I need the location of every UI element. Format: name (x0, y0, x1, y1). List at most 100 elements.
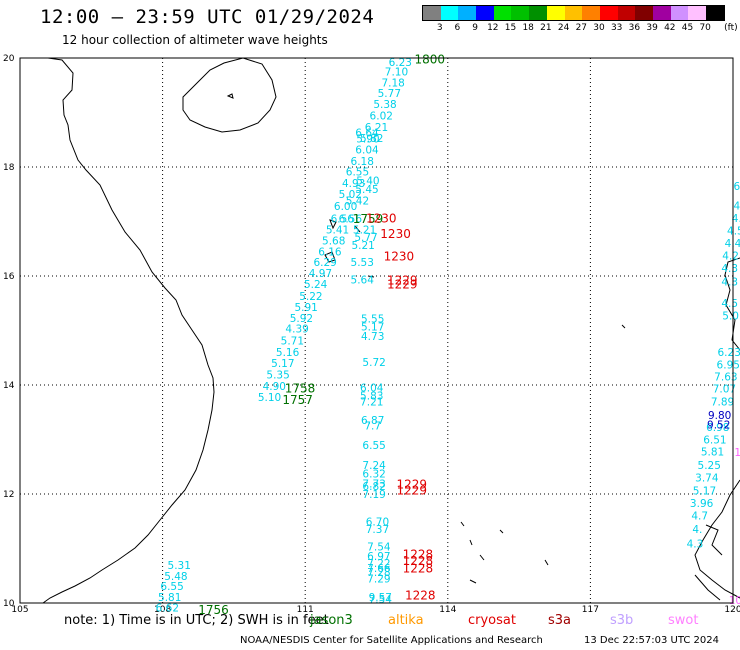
lat-tick-label: 14 (3, 381, 15, 391)
color-legend: 3 6 9 12 15 18 21 24 27 30 33 36 39 42 45 70 (ft) (422, 5, 738, 35)
legend-unit: (ft) (724, 23, 738, 33)
legend-swatch (546, 6, 565, 20)
wave-height-label: 5.71 (281, 336, 304, 348)
wave-height-label: 5.21 (351, 240, 374, 252)
map-frame (19, 57, 734, 604)
wave-height-label: 5.38 (373, 99, 396, 111)
legend-bin-label: 30 (593, 23, 605, 33)
lat-tick-label: 16 (3, 272, 15, 282)
wave-height-label: 4.4 (725, 238, 740, 250)
pass-time-label: 1800 (415, 52, 446, 66)
wave-height-label: 5.82 (360, 133, 383, 145)
wave-height-label: 6.00 (334, 201, 357, 213)
mission-label-altika: altika (388, 613, 424, 628)
pass-time-label: 1228 (403, 547, 434, 561)
wave-height-label: 6.95 (717, 360, 740, 372)
wave-height-label: 6.02 (370, 111, 393, 123)
legend-bin-label: 27 (575, 23, 588, 33)
wave-height-label: 5.40 (356, 175, 379, 187)
wave-height-label: 5.81 (158, 592, 181, 604)
pass-time-label: 1229 (387, 278, 418, 292)
wave-height-label: 1 (734, 447, 740, 459)
wave-height-label: 5.35 (266, 369, 289, 381)
wave-height-label: 6.23 (718, 347, 740, 359)
wave-height-label: 4. (732, 213, 740, 225)
wave-height-label: 9.80 (708, 410, 731, 422)
wave-height-label: 9.52 (707, 420, 730, 432)
lon-tick-label: 120 (724, 605, 740, 615)
wave-height-label: 4.97 (309, 268, 332, 280)
wave-height-label: 5.21 (353, 224, 376, 236)
legend-bin-label: 70 (699, 23, 711, 33)
wave-height-label: 3.96 (690, 498, 714, 510)
legend-swatch (582, 6, 600, 20)
pass-time-labels: 1800175912301230123012291229175817571229… (198, 52, 445, 616)
wave-height-label: 7.54 (367, 542, 391, 554)
wave-height-label: 5.77 (378, 88, 401, 100)
wave-height-label: 6.51 (703, 434, 726, 446)
wave-height-label: 6.29 (313, 257, 336, 269)
wave-height-label: 5.17 (271, 358, 294, 370)
wave-height-label: 5.72 (362, 357, 385, 369)
wave-height-label: 5.02 (339, 189, 362, 201)
wave-height-label: 4.93 (342, 178, 365, 190)
legend-bin-label: 24 (557, 23, 570, 33)
page-subtitle: 12 hour collection of altimeter wave hei… (62, 33, 328, 47)
lon-tick-label: 117 (582, 605, 599, 615)
wave-height-label: 4.7 (691, 511, 708, 523)
pass-time-label: 1229 (396, 484, 427, 498)
legend-swatch (423, 6, 441, 20)
mission-label-s3b: s3b (610, 613, 634, 628)
wave-height-label: 7.63 (714, 372, 737, 384)
wave-height-label: 7.7 (364, 421, 381, 433)
wave-height-label: 7.07 (713, 384, 736, 396)
legend-bin-label: 18 (522, 23, 534, 33)
legend-bin-label: 33 (610, 23, 623, 33)
footer-timestamp: 13 Dec 22:57:03 UTC 2024 (584, 635, 719, 646)
wave-height-label: 6.32 (362, 469, 385, 481)
lat-tick-label: 18 (3, 163, 15, 173)
lat-tick-label: 20 (3, 54, 15, 64)
wave-height-label: 7.21 (360, 397, 383, 409)
legend-swatch (652, 6, 671, 20)
wave-height-label: 7.66 (367, 563, 391, 575)
footnote-note: note: 1) Time is in UTC; 2) SWH is in fe… (64, 613, 329, 628)
wave-height-label: 5.48 (164, 571, 187, 583)
wave-height-label: 5.41 (326, 224, 349, 236)
wave-height-label: 7.89 (711, 397, 734, 409)
lat-tick-label: 10 (3, 599, 15, 609)
legend-swatch (688, 6, 706, 20)
legend-swatch (511, 6, 530, 20)
wave-height-label: 4 (733, 201, 740, 213)
legend-swatch (635, 6, 653, 20)
wave-height-label: 6.18 (351, 156, 374, 168)
wave-height-label: 6.62 (156, 603, 179, 615)
wave-height-label: 7.24 (362, 460, 386, 472)
mission-label-swot: swot (668, 613, 699, 628)
mission-label-s3a: s3a (548, 613, 572, 628)
wave-height-label: 4.2 (722, 251, 739, 263)
legend-swatch (670, 6, 689, 20)
wave-height-label: 5.91 (294, 302, 317, 314)
legend-swatch (440, 6, 459, 20)
wave-height-label: 4.73 (361, 331, 384, 343)
wave-height-label: 4.5 (727, 226, 740, 238)
wave-height-label: 5.16 (276, 347, 300, 359)
lon-tick-label: 108 (154, 605, 171, 615)
lon-tick-label: 105 (11, 605, 28, 615)
pass-time-label: 1758 (285, 382, 316, 396)
wave-height-label: 5.10 (258, 392, 281, 404)
pass-time-label: 1759 (353, 212, 384, 226)
wave-height-label: 5.83 (360, 391, 383, 403)
wave-height-label: 5.55 (361, 313, 384, 325)
pass-time-label: 1228 (405, 589, 436, 603)
legend-labels: 3 6 9 12 15 18 21 24 27 30 33 36 39 42 45 70 (ft) (422, 23, 738, 35)
wave-height-label: 6.87 (361, 415, 384, 427)
legend-bin-label: 45 (681, 23, 694, 33)
wave-height-label: 5.92 (290, 313, 313, 325)
wave-height-label: 6.04 (360, 383, 384, 395)
wave-height-label: 6.21 (365, 122, 388, 134)
lat-tick-label: 12 (3, 490, 14, 500)
wave-height-label: 6 (733, 181, 740, 193)
